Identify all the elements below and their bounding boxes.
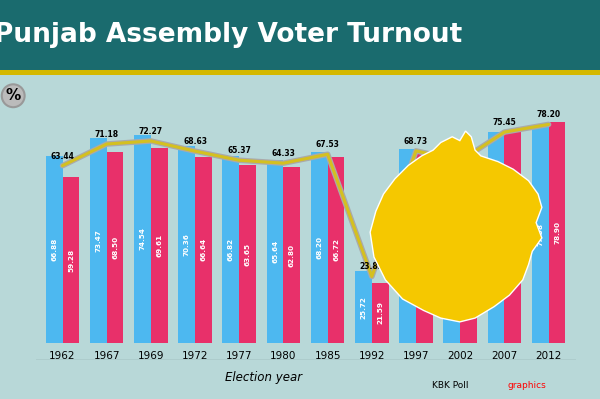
Text: 77.58: 77.58 [537, 223, 543, 246]
Bar [548, 122, 565, 343]
Text: 78.90: 78.90 [554, 221, 560, 244]
Bar [46, 156, 62, 343]
Text: 23.82: 23.82 [360, 263, 384, 271]
Bar [460, 163, 477, 343]
Bar [134, 134, 151, 343]
Bar [532, 126, 548, 343]
Polygon shape [370, 131, 542, 322]
Text: 65.14: 65.14 [448, 147, 472, 156]
Bar [283, 168, 300, 343]
Text: 65.92: 65.92 [449, 239, 455, 263]
Text: 63.65: 63.65 [245, 243, 251, 266]
Bar [505, 132, 521, 343]
Bar [311, 152, 328, 343]
Text: 67.53: 67.53 [316, 140, 340, 149]
Bar [355, 271, 372, 343]
Bar [328, 156, 344, 343]
Text: 75.45: 75.45 [493, 118, 516, 127]
Bar [399, 149, 416, 343]
Text: 75.47: 75.47 [510, 226, 516, 249]
Text: KBK Poll: KBK Poll [432, 381, 469, 390]
Text: 66.72: 66.72 [333, 238, 339, 261]
Text: 73.47: 73.47 [95, 229, 101, 252]
Bar [372, 283, 389, 343]
Text: 67.84: 67.84 [421, 237, 427, 260]
Bar [195, 157, 212, 343]
Bar [178, 146, 195, 343]
Bar [416, 153, 433, 343]
Text: 70.36: 70.36 [184, 233, 190, 256]
Bar [62, 177, 79, 343]
Bar [239, 165, 256, 343]
Text: 75.36: 75.36 [493, 226, 499, 249]
Legend: Male, Female, Total: Male, Female, Total [20, 58, 199, 77]
Text: 69.61: 69.61 [156, 234, 162, 257]
Text: 64.33: 64.33 [272, 149, 295, 158]
Bar [107, 152, 124, 343]
Text: %: % [5, 88, 21, 103]
Text: 66.82: 66.82 [228, 238, 234, 261]
Text: 71.18: 71.18 [95, 130, 119, 139]
Bar [90, 138, 107, 343]
Bar [488, 132, 505, 343]
Text: 21.59: 21.59 [377, 301, 383, 324]
Text: graphics: graphics [507, 381, 546, 390]
Bar [223, 156, 239, 343]
Text: 68.20: 68.20 [316, 236, 322, 259]
Text: 59.28: 59.28 [68, 249, 74, 272]
Text: 68.73: 68.73 [404, 137, 428, 146]
Text: 68.63: 68.63 [183, 137, 207, 146]
Bar [443, 159, 460, 343]
Text: 25.72: 25.72 [361, 296, 367, 319]
Text: 65.37: 65.37 [227, 146, 251, 155]
Text: 63.44: 63.44 [50, 152, 74, 161]
Text: 64.27: 64.27 [466, 242, 472, 265]
Text: 78.20: 78.20 [536, 111, 560, 119]
Text: 74.54: 74.54 [139, 227, 145, 250]
Bar [266, 160, 283, 343]
Text: 62.80: 62.80 [289, 244, 295, 267]
Text: 65.64: 65.64 [272, 240, 278, 263]
Text: 72.27: 72.27 [139, 127, 163, 136]
Bar [151, 148, 167, 343]
Text: 69.51: 69.51 [404, 234, 410, 257]
Text: 68.50: 68.50 [112, 236, 118, 259]
Text: 66.88: 66.88 [51, 238, 57, 261]
Text: Punjab Assembly Voter Turnout: Punjab Assembly Voter Turnout [0, 22, 462, 48]
Text: 66.64: 66.64 [200, 238, 206, 261]
Text: Election year: Election year [226, 371, 302, 383]
